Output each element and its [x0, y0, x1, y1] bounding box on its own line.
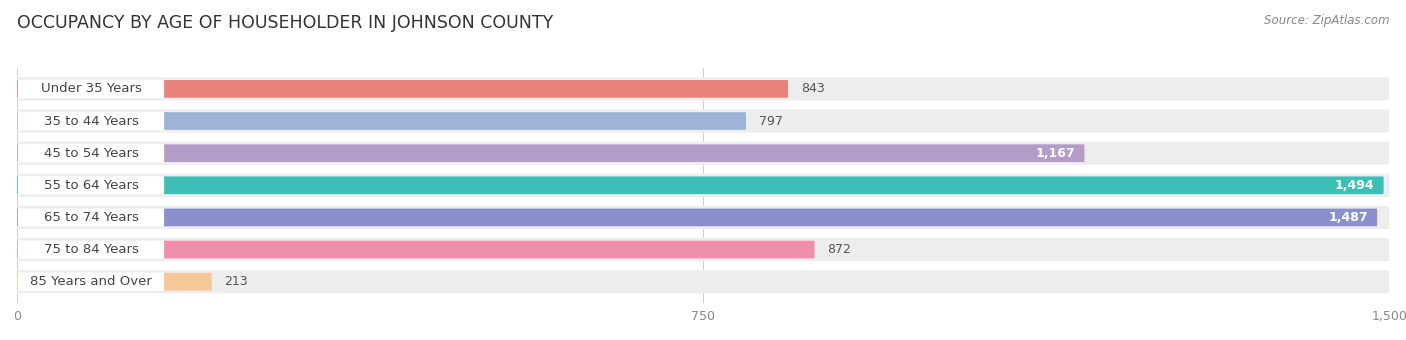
FancyBboxPatch shape: [17, 238, 1389, 261]
Text: 213: 213: [225, 275, 249, 288]
FancyBboxPatch shape: [17, 209, 1378, 226]
FancyBboxPatch shape: [17, 176, 1384, 194]
FancyBboxPatch shape: [17, 141, 1389, 165]
Text: 1,494: 1,494: [1334, 179, 1375, 192]
FancyBboxPatch shape: [18, 240, 165, 259]
FancyBboxPatch shape: [18, 208, 165, 227]
FancyBboxPatch shape: [17, 109, 1389, 133]
Text: 1,487: 1,487: [1329, 211, 1368, 224]
Text: 85 Years and Over: 85 Years and Over: [30, 275, 152, 288]
FancyBboxPatch shape: [17, 80, 789, 98]
FancyBboxPatch shape: [17, 112, 747, 130]
FancyBboxPatch shape: [17, 241, 814, 258]
FancyBboxPatch shape: [17, 270, 1389, 293]
Text: Under 35 Years: Under 35 Years: [41, 82, 142, 96]
Text: Source: ZipAtlas.com: Source: ZipAtlas.com: [1264, 14, 1389, 27]
FancyBboxPatch shape: [17, 174, 1389, 197]
FancyBboxPatch shape: [18, 112, 165, 130]
Text: 797: 797: [759, 115, 783, 128]
FancyBboxPatch shape: [18, 144, 165, 163]
FancyBboxPatch shape: [18, 80, 165, 98]
Text: 65 to 74 Years: 65 to 74 Years: [44, 211, 138, 224]
FancyBboxPatch shape: [17, 206, 1389, 229]
FancyBboxPatch shape: [18, 272, 165, 291]
Text: 35 to 44 Years: 35 to 44 Years: [44, 115, 138, 128]
Text: 75 to 84 Years: 75 to 84 Years: [44, 243, 138, 256]
Text: 843: 843: [801, 82, 825, 96]
FancyBboxPatch shape: [18, 176, 165, 194]
Text: 55 to 64 Years: 55 to 64 Years: [44, 179, 138, 192]
Text: 45 to 54 Years: 45 to 54 Years: [44, 147, 138, 160]
FancyBboxPatch shape: [17, 77, 1389, 100]
FancyBboxPatch shape: [17, 273, 212, 291]
Text: OCCUPANCY BY AGE OF HOUSEHOLDER IN JOHNSON COUNTY: OCCUPANCY BY AGE OF HOUSEHOLDER IN JOHNS…: [17, 14, 553, 32]
Text: 872: 872: [827, 243, 851, 256]
FancyBboxPatch shape: [17, 144, 1084, 162]
Text: 1,167: 1,167: [1036, 147, 1076, 160]
